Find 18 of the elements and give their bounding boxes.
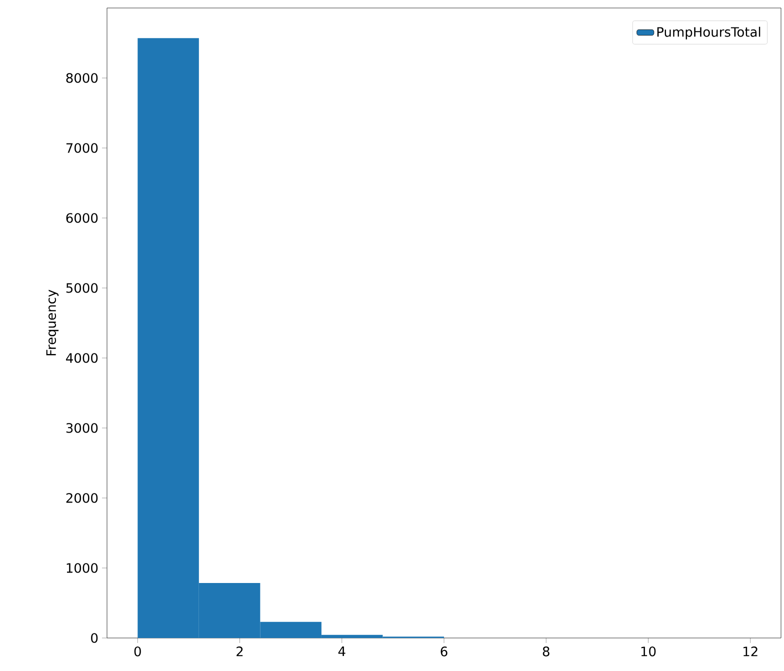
y-tick-label: 4000 [66,353,98,363]
x-tick-label: 4 [338,646,346,656]
legend-label: PumpHoursTotal [657,26,760,40]
x-tick-label: 12 [744,646,758,656]
x-tick-label: 6 [440,646,448,656]
y-axis-title: Frequency [46,290,59,356]
y-tick-label: 8000 [66,73,98,83]
x-tick-label: 0 [134,646,141,656]
y-tick-label: 5000 [66,283,98,293]
y-tick-label: 2000 [66,493,98,503]
x-tick-label: 2 [236,646,243,656]
y-tick-label: 0 [91,633,98,643]
y-tick-label: 1000 [66,563,98,573]
y-tick-label: 3000 [66,423,98,433]
x-tick-label: 10 [641,646,656,656]
y-tick-label: 6000 [66,213,98,223]
y-tick-label: 7000 [66,143,98,153]
x-tick-label: 8 [542,646,550,656]
